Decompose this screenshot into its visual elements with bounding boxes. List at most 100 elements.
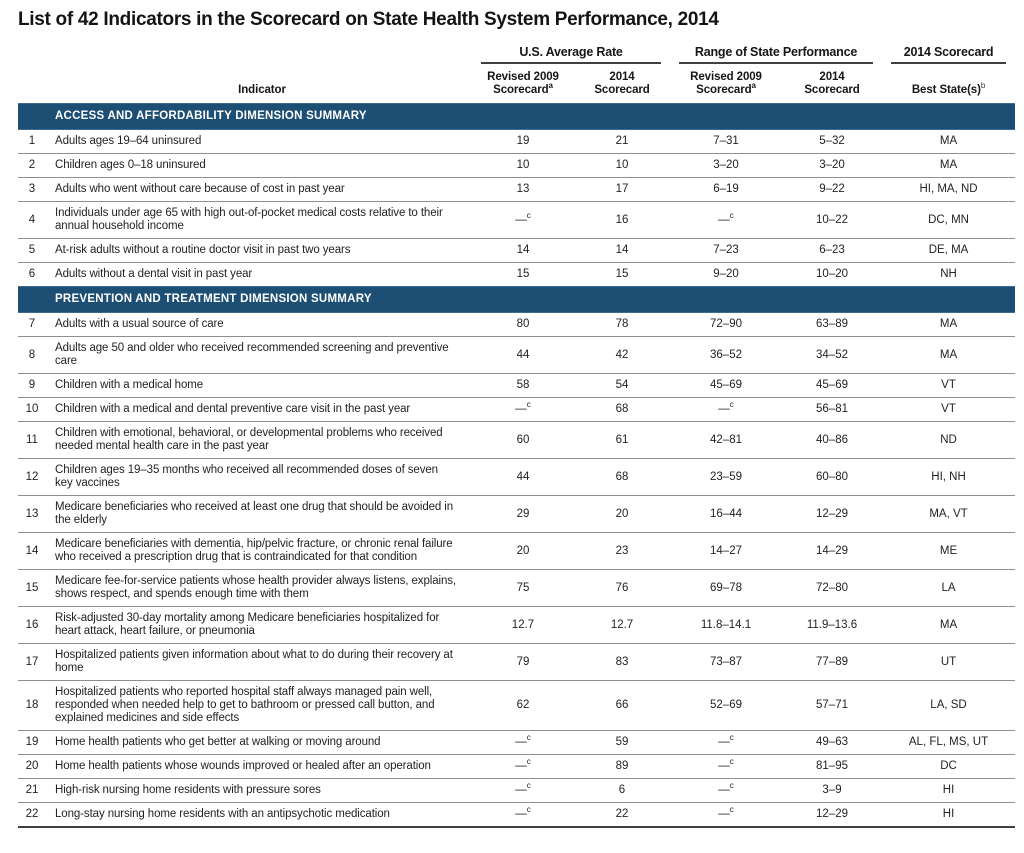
indicator-label: At-risk adults without a routine doctor … xyxy=(52,238,472,263)
row-number: 9 xyxy=(18,373,52,398)
value-cell-us_2014: 76 xyxy=(574,569,671,607)
section-header-row: ACCESS AND AFFORDABILITY DIMENSION SUMMA… xyxy=(18,103,1016,130)
value-cell-range_rev2009: 6–19 xyxy=(670,177,783,202)
value-cell-us_rev2009: 12.7 xyxy=(472,606,574,644)
footnote-marker: c xyxy=(526,781,531,791)
value-cell-us_rev2009: 58 xyxy=(472,373,574,398)
value-cell-us_2014: 21 xyxy=(615,135,629,147)
value-cell-range_rev2009: 52–69 xyxy=(670,680,783,731)
row-number: 6 xyxy=(18,262,52,287)
value-cell-range_2014: 60–80 xyxy=(782,458,883,496)
table-row: 18 Hospitalized patients who reported hos… xyxy=(18,680,1016,731)
value-cell-us_rev2009: —c xyxy=(472,754,574,779)
column-header-best-states: Best State(s)b xyxy=(882,64,1015,104)
value-cell-us_rev2009: 60 xyxy=(472,421,574,459)
value-cell-range_2014: 45–69 xyxy=(782,373,883,398)
row-number: 18 xyxy=(18,680,52,731)
value-cell-us_rev2009: 15 xyxy=(472,262,574,287)
column-header-line: Best State(s) xyxy=(911,84,981,96)
value-cell-range_rev2009: 7–31 xyxy=(713,135,739,147)
value-cell-range_2014: 10–22 xyxy=(782,201,883,239)
value-cell-best: HI xyxy=(882,778,1016,803)
footnote-marker: c xyxy=(729,733,734,743)
value-cell-range_2014: 72–80 xyxy=(782,569,883,607)
column-header-line: Revised 2009 xyxy=(487,71,559,83)
value-cell-us_rev2009: 14 xyxy=(472,238,574,263)
value-cell-us_2014: 15 xyxy=(574,262,671,287)
value-cell-range_2014: 40–86 xyxy=(782,421,883,459)
value-cell-us_2014: 42 xyxy=(574,336,671,374)
row-number: 8 xyxy=(18,336,52,374)
column-header-us-rev2009: Revised 2009 Scorecarda xyxy=(472,64,574,104)
section-heading: ACCESS AND AFFORDABILITY DIMENSION SUMMA… xyxy=(18,103,1016,130)
value-cell-best: MA xyxy=(882,336,1016,374)
footnote-marker: b xyxy=(980,81,986,91)
value-cell-us_2014: 61 xyxy=(574,421,671,459)
footnote-marker: c xyxy=(526,400,531,410)
value-cell-us_rev2009: 10 xyxy=(472,153,574,178)
group-header-label: Range of State Performance xyxy=(679,44,874,64)
value-cell-range_2014: 81–95 xyxy=(782,754,883,779)
value-cell-us_rev2009: 29 xyxy=(472,495,574,533)
value-cell-us_rev2009: 62 xyxy=(472,680,574,731)
value-cell-best: DC, MN xyxy=(882,201,1016,239)
no-data-dash: — xyxy=(515,784,527,796)
value-cell-us_rev2009: 44 xyxy=(472,336,574,374)
table-row: 16 Risk-adjusted 30-day mortality among M… xyxy=(18,606,1016,644)
value-cell-us_rev2009: —c xyxy=(472,397,574,422)
table-row: 22 Long-stay nursing home residents with … xyxy=(18,802,1016,827)
value-cell-us_2014: 68 xyxy=(574,458,671,496)
indicator-label: High-risk nursing home residents with pr… xyxy=(52,778,472,803)
column-header-indicator: Indicator xyxy=(238,84,286,96)
value-cell-range_2014: 10–20 xyxy=(782,262,883,287)
value-cell-range_rev2009: 69–78 xyxy=(670,569,783,607)
no-data-dash: — xyxy=(718,784,730,796)
row-number: 12 xyxy=(18,458,52,496)
value-cell-range_rev2009: 9–20 xyxy=(670,262,783,287)
indicator-label: Individuals under age 65 with high out-o… xyxy=(52,201,472,239)
footnote-marker: a xyxy=(548,81,553,91)
no-data-dash: — xyxy=(718,808,730,820)
value-cell-range_2014: 5–32 xyxy=(819,135,845,147)
value-cell-best: HI, MA, ND xyxy=(882,177,1016,202)
value-cell-best: VT xyxy=(882,397,1016,422)
table-row: 12 Children ages 19–35 months who receive… xyxy=(18,458,1016,496)
value-cell-range_rev2009: 45–69 xyxy=(670,373,783,398)
value-cell-us_rev2009: 44 xyxy=(472,458,574,496)
value-cell-us_2014: 23 xyxy=(574,532,671,570)
value-cell-range_rev2009: —c xyxy=(670,397,783,422)
indicator-label: Children with a medical and dental preve… xyxy=(52,397,472,422)
value-cell-best: HI, NH xyxy=(882,458,1016,496)
indicator-label: Adults who went without care because of … xyxy=(52,177,472,202)
spacer-cell xyxy=(18,44,52,64)
value-cell-best: MA xyxy=(882,153,1016,178)
table-row: 1 Adults ages 19–64 uninsured 19 21 7–31 5–32… xyxy=(18,130,1015,154)
value-cell-us_2014: 68 xyxy=(574,397,671,422)
value-cell-us_rev2009: —c xyxy=(472,802,574,827)
row-number: 22 xyxy=(18,802,52,827)
column-header-range-2014: 2014 Scorecard xyxy=(782,64,882,104)
section-header-row: PREVENTION AND TREATMENT DIMENSION SUMMA… xyxy=(18,286,1016,313)
table-row: 21 High-risk nursing home residents with … xyxy=(18,778,1016,803)
footnote-marker: a xyxy=(751,81,756,91)
no-data-dash: — xyxy=(718,213,730,226)
row-number: 3 xyxy=(18,177,52,202)
value-cell-best: HI xyxy=(882,802,1016,827)
value-cell-range_2014: 14–29 xyxy=(782,532,883,570)
value-cell-best: DE, MA xyxy=(882,238,1016,263)
value-cell-best: DC xyxy=(882,754,1016,779)
indicator-label: Children with a medical home xyxy=(52,373,472,398)
value-cell-best: MA xyxy=(939,318,958,330)
value-cell-range_rev2009: 42–81 xyxy=(670,421,783,459)
value-cell-range_rev2009: —c xyxy=(670,201,783,239)
value-cell-best: MA, VT xyxy=(882,495,1016,533)
row-number: 10 xyxy=(18,397,52,422)
row-number: 20 xyxy=(18,754,52,779)
value-cell-best: UT xyxy=(882,643,1016,681)
no-data-dash: — xyxy=(515,736,527,748)
value-cell-range_2014: 3–9 xyxy=(782,778,883,803)
value-cell-range_rev2009: 14–27 xyxy=(670,532,783,570)
value-cell-range_2014: 11.9–13.6 xyxy=(782,606,883,644)
indicator-label: Adults without a dental visit in past ye… xyxy=(52,262,472,287)
no-data-dash: — xyxy=(718,760,730,772)
